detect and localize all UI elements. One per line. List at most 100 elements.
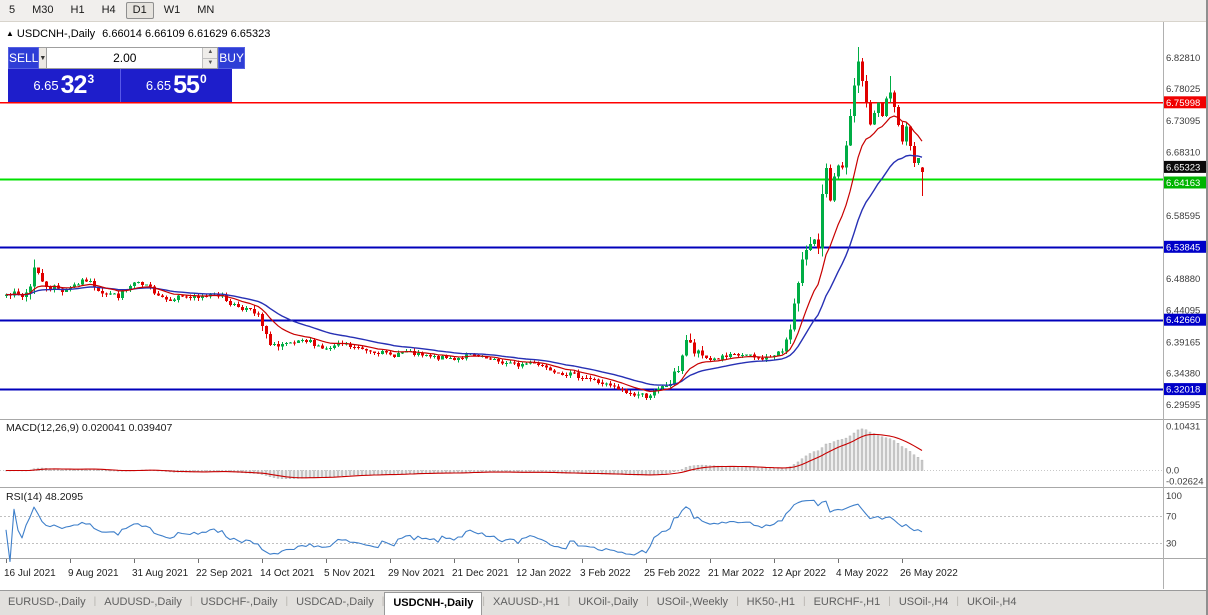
- collapse-arrow-icon: ▲: [6, 29, 14, 38]
- tab-separator: |: [285, 596, 289, 607]
- svg-text:100: 100: [1166, 491, 1182, 502]
- volume-input[interactable]: [47, 48, 203, 68]
- svg-text:9 Aug 2021: 9 Aug 2021: [68, 568, 119, 579]
- sell-button[interactable]: SELL: [8, 47, 40, 69]
- svg-text:21 Dec 2021: 21 Dec 2021: [452, 568, 509, 579]
- rsi-panel: 100 70 30: [0, 491, 1182, 563]
- sell-price-pips: 32: [60, 71, 88, 99]
- tab-separator: |: [888, 596, 891, 607]
- volume-field: ▲ ▼: [47, 47, 219, 69]
- symbol-tab-hk50-h1[interactable]: HK50-,H1: [746, 596, 795, 608]
- svg-text:0.10431: 0.10431: [1166, 422, 1200, 433]
- svg-text:6.68310: 6.68310: [1166, 147, 1200, 158]
- symbol-tab-audusd-daily[interactable]: AUDUSD-,Daily: [104, 596, 182, 608]
- tab-separator: |: [93, 596, 97, 607]
- symbol-tab-usdcnh-daily[interactable]: USDCNH-,Daily: [384, 592, 483, 615]
- timeframe-button-h4[interactable]: H4: [95, 2, 123, 19]
- symbol-tab-eurusd-daily[interactable]: EURUSD-,Daily: [8, 596, 86, 608]
- svg-text:26 May 2022: 26 May 2022: [900, 568, 958, 579]
- buy-button[interactable]: BUY: [218, 47, 245, 69]
- timeframe-button-m30[interactable]: M30: [25, 2, 60, 19]
- svg-text:25 Feb 2022: 25 Feb 2022: [644, 568, 701, 579]
- tab-separator: |: [956, 596, 959, 607]
- symbol-tab-ukoil-h4[interactable]: UKOil-,H4: [966, 596, 1017, 608]
- timeframe-button-5[interactable]: 5: [2, 2, 22, 19]
- symbol-tab-bar: EURUSD-,Daily | AUDUSD-,Daily | USDCHF-,Dail…: [0, 590, 1208, 615]
- svg-text:31 Aug 2021: 31 Aug 2021: [132, 568, 189, 579]
- svg-text:6.73095: 6.73095: [1166, 116, 1200, 127]
- svg-text:6.65323: 6.65323: [1166, 162, 1200, 173]
- svg-text:6.58595: 6.58595: [1166, 211, 1200, 222]
- svg-text:6.48880: 6.48880: [1166, 274, 1200, 285]
- timeframe-toolbar: 5 M30 H1 H4 D1 W1 MN: [0, 0, 1208, 22]
- svg-text:14 Oct 2021: 14 Oct 2021: [260, 568, 315, 579]
- symbol-tab-usdcad-daily[interactable]: USDCAD-,Daily: [296, 596, 374, 608]
- chart-title: ▲ USDCNH-,Daily 6.66014 6.66109 6.61629 6.…: [6, 28, 270, 40]
- svg-text:29 Nov 2021: 29 Nov 2021: [388, 568, 445, 579]
- tab-separator: |: [482, 596, 485, 607]
- chevron-down-icon: ▼: [39, 54, 47, 62]
- symbol-tab-eurchf-h1[interactable]: EURCHF-,H1: [813, 596, 881, 608]
- svg-text:6.75998: 6.75998: [1166, 98, 1200, 109]
- timeframe-button-h1[interactable]: H1: [64, 2, 92, 19]
- buy-price-pips: 55: [173, 71, 200, 99]
- symbol-tab-xauusd-h1[interactable]: XAUUSD-,H1: [493, 596, 560, 608]
- volume-decrement-button[interactable]: ▼: [203, 57, 218, 68]
- buy-quote[interactable]: 6.65 55 0: [121, 69, 233, 102]
- svg-text:70: 70: [1166, 511, 1177, 522]
- price-line-label: [1164, 176, 1207, 189]
- chart-ohlc-values: 6.66014 6.66109 6.61629 6.65323: [102, 28, 271, 40]
- svg-text:16 Jul 2021: 16 Jul 2021: [4, 568, 56, 579]
- price-line-label: [1164, 383, 1207, 396]
- svg-text:6.64163: 6.64163: [1166, 178, 1200, 189]
- price-line-label: [1164, 240, 1207, 253]
- price-axis[interactable]: 6.828106.780256.730956.683106.633236.585…: [1164, 53, 1207, 411]
- sell-price-base: 6.65: [33, 78, 59, 93]
- svg-text:6.42660: 6.42660: [1166, 315, 1200, 326]
- svg-text:4 May 2022: 4 May 2022: [836, 568, 889, 579]
- chart-symbol-label: USDCNH-,Daily: [16, 28, 96, 40]
- price-line-label: [1164, 96, 1207, 109]
- rsi-indicator-label: RSI(14) 48.2095: [6, 491, 84, 503]
- timeframe-button-mn[interactable]: MN: [190, 2, 221, 19]
- price-line-label: [1164, 313, 1207, 326]
- tab-separator: |: [802, 596, 806, 607]
- svg-text:6.32018: 6.32018: [1166, 385, 1200, 396]
- one-click-trading-panel: SELL ▼ ▲ ▼ BUY 6.65 32 3 6.65 55 0: [8, 47, 245, 102]
- volume-spinner: ▲ ▼: [202, 48, 218, 68]
- macd-indicator-label: MACD(12,26,9) 0.020041 0.039407: [6, 422, 173, 434]
- tab-separator: |: [189, 596, 193, 607]
- svg-text:22 Sep 2021: 22 Sep 2021: [196, 568, 253, 579]
- horizontal-price-lines[interactable]: [0, 101, 1163, 391]
- window-right-border: [1206, 0, 1208, 615]
- symbol-tab-usdchf-daily[interactable]: USDCHF-,Daily: [200, 596, 278, 608]
- volume-increment-button[interactable]: ▲: [203, 48, 218, 58]
- svg-text:6.29595: 6.29595: [1166, 400, 1200, 411]
- timeframe-button-d1[interactable]: D1: [125, 2, 154, 19]
- svg-text:0.0: 0.0: [1166, 466, 1179, 477]
- svg-text:6.39165: 6.39165: [1166, 338, 1200, 349]
- svg-text:6.44095: 6.44095: [1166, 305, 1200, 316]
- svg-text:-0.02624: -0.02624: [1166, 477, 1204, 488]
- symbol-tab-ukoil-daily[interactable]: UKOil-,Daily: [578, 596, 639, 608]
- price-line-label: [1164, 160, 1207, 173]
- timeframe-button-w1[interactable]: W1: [157, 2, 188, 19]
- trade-settings-dropdown[interactable]: ▼: [39, 47, 48, 69]
- svg-text:6.78025: 6.78025: [1166, 84, 1200, 95]
- svg-text:5 Nov 2021: 5 Nov 2021: [324, 568, 376, 579]
- tab-separator: |: [567, 596, 571, 607]
- sell-quote[interactable]: 6.65 32 3: [8, 69, 121, 102]
- symbol-tab-usoil-weekly[interactable]: USOil-,Weekly: [656, 596, 729, 608]
- tab-separator: |: [381, 596, 385, 607]
- date-axis[interactable]: 16 Jul 2021 9 Aug 2021 31 Aug 2021 22 Sep 2…: [4, 559, 958, 579]
- sell-price-point: 3: [87, 71, 95, 86]
- buy-price-point: 0: [199, 71, 207, 86]
- svg-text:6.82810: 6.82810: [1166, 53, 1200, 64]
- macd-panel: 0.10431 0.0-0.02624: [0, 422, 1204, 488]
- tab-separator: |: [646, 596, 649, 607]
- panel-separators: [0, 22, 1208, 589]
- buy-price-base: 6.65: [145, 78, 172, 93]
- svg-text:12 Apr 2022: 12 Apr 2022: [772, 568, 826, 579]
- symbol-tab-usoil-h4[interactable]: USOil-,H4: [898, 596, 949, 608]
